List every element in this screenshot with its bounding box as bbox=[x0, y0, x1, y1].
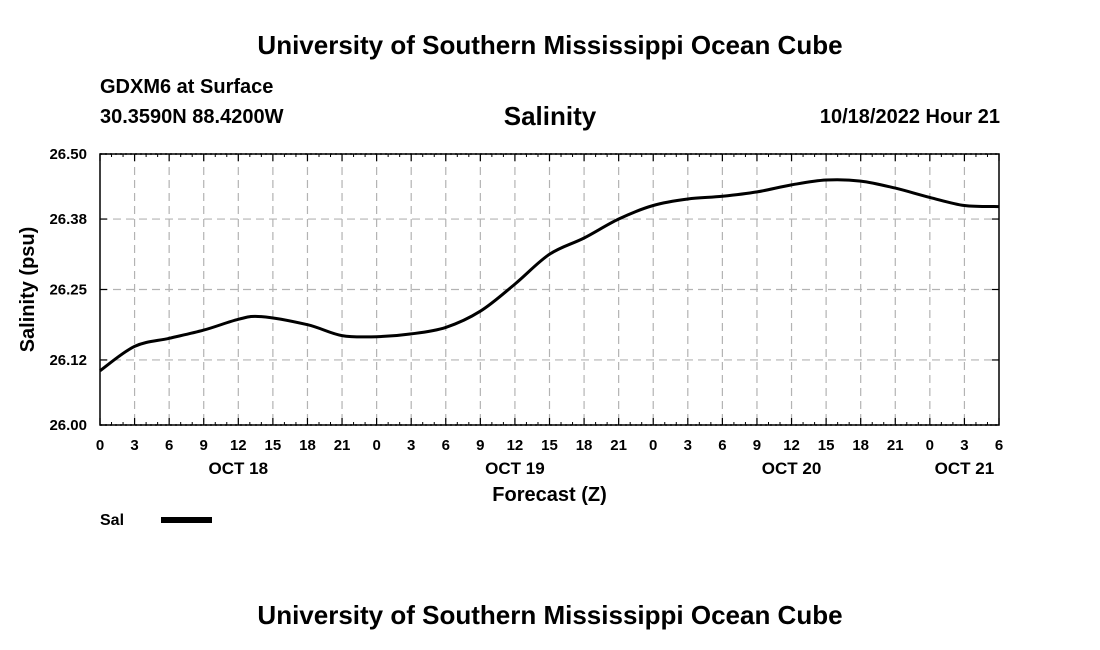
x-axis-label: Forecast (Z) bbox=[492, 484, 606, 506]
salinity-chart: 0 3 6 9 12 15 18 21 0 3 6 9 12 15 18 21 0 3 6 9 12 15 18 21 0 3 6 2… bbox=[17, 146, 1003, 529]
y-tick-label: 26.50 bbox=[49, 146, 87, 163]
y-axis-label: Salinity (psu) bbox=[17, 227, 39, 353]
y-tick-label: 26.25 bbox=[49, 282, 87, 299]
series-line-sal bbox=[99, 178, 1000, 373]
report-title: University of Southern Mississippi Ocean… bbox=[257, 30, 843, 60]
x-tick-label: 9 bbox=[753, 437, 761, 454]
x-tick-label: 9 bbox=[200, 437, 208, 454]
x-tick-label: 12 bbox=[783, 437, 800, 454]
x-tick-label: 6 bbox=[995, 437, 1003, 454]
series-layer bbox=[99, 178, 1000, 373]
x-tick-label: 3 bbox=[407, 437, 415, 454]
x-tick-label: 6 bbox=[165, 437, 173, 454]
x-tick-label: 15 bbox=[265, 437, 282, 454]
x-tick-label: 18 bbox=[576, 437, 593, 454]
station-coordinates: 30.3590N 88.4200W bbox=[100, 106, 284, 128]
x-tick-label: 15 bbox=[818, 437, 835, 454]
chart-title: Salinity bbox=[503, 101, 597, 131]
date-label: OCT 18 bbox=[209, 459, 269, 478]
footer-title: University of Southern Mississippi Ocean… bbox=[257, 600, 843, 630]
x-tick-label: 12 bbox=[230, 437, 247, 454]
x-tick-label: 3 bbox=[130, 437, 138, 454]
grid-lines bbox=[100, 153, 999, 426]
y-tick-label: 26.12 bbox=[49, 352, 87, 369]
x-tick-label: 21 bbox=[887, 437, 904, 454]
date-label: OCT 19 bbox=[485, 459, 545, 478]
x-tick-label: 6 bbox=[442, 437, 450, 454]
x-tick-label: 3 bbox=[960, 437, 968, 454]
x-tick-label: 18 bbox=[852, 437, 869, 454]
station-label: GDXM6 at Surface bbox=[100, 76, 274, 98]
forecast-run-time: 10/18/2022 Hour 21 bbox=[819, 106, 1000, 128]
legend-label-sal: Sal bbox=[100, 512, 124, 529]
x-tick-label: 9 bbox=[476, 437, 484, 454]
y-tick-label: 26.00 bbox=[49, 417, 87, 434]
x-tick-label: 0 bbox=[372, 437, 380, 454]
x-tick-label: 12 bbox=[507, 437, 524, 454]
y-tick-label: 26.38 bbox=[49, 211, 87, 228]
date-label: OCT 20 bbox=[762, 459, 822, 478]
x-tick-label: 18 bbox=[299, 437, 316, 454]
axis-ticks bbox=[99, 153, 1000, 426]
date-label: OCT 21 bbox=[935, 459, 995, 478]
x-tick-label: 15 bbox=[541, 437, 558, 454]
x-tick-label: 21 bbox=[610, 437, 627, 454]
x-tick-label: 21 bbox=[334, 437, 351, 454]
legend-swatch-sal bbox=[161, 517, 212, 523]
x-tick-label: 0 bbox=[926, 437, 934, 454]
x-tick-label: 6 bbox=[718, 437, 726, 454]
x-tick-label: 3 bbox=[684, 437, 692, 454]
legend: Sal bbox=[100, 512, 212, 529]
x-tick-label: 0 bbox=[649, 437, 657, 454]
x-tick-label: 0 bbox=[96, 437, 104, 454]
axis-tick-labels: 0 3 6 9 12 15 18 21 0 3 6 9 12 15 18 21 0 3 6 9 12 15 18 21 0 3 6 2… bbox=[49, 146, 1003, 478]
